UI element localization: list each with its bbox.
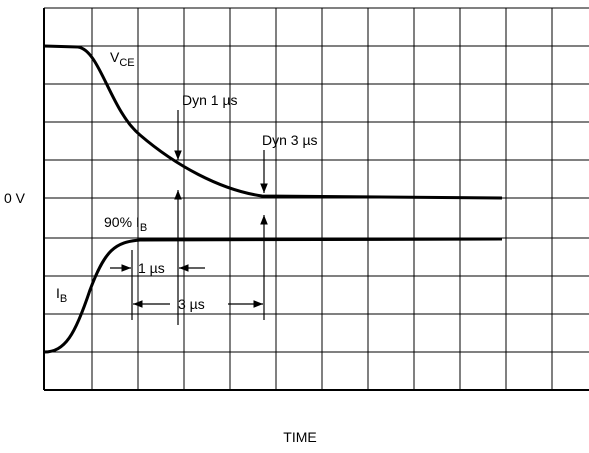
ib90-label: 90% IB <box>104 214 147 234</box>
vce-curve <box>43 44 503 200</box>
zero-label: 0 V <box>4 190 26 206</box>
time-label: TIME <box>283 429 316 445</box>
grid <box>43 7 589 391</box>
ib-label: IB <box>56 285 67 305</box>
annotations <box>110 110 268 325</box>
three-us-label: 3 µs <box>178 296 205 312</box>
dyn3-label: Dyn 3 µs <box>262 132 318 148</box>
one-us-label: 1 µs <box>138 260 165 276</box>
vce-label: VCE <box>110 49 135 69</box>
ib-curve <box>43 237 503 354</box>
dyn1-label: Dyn 1 µs <box>182 92 238 108</box>
